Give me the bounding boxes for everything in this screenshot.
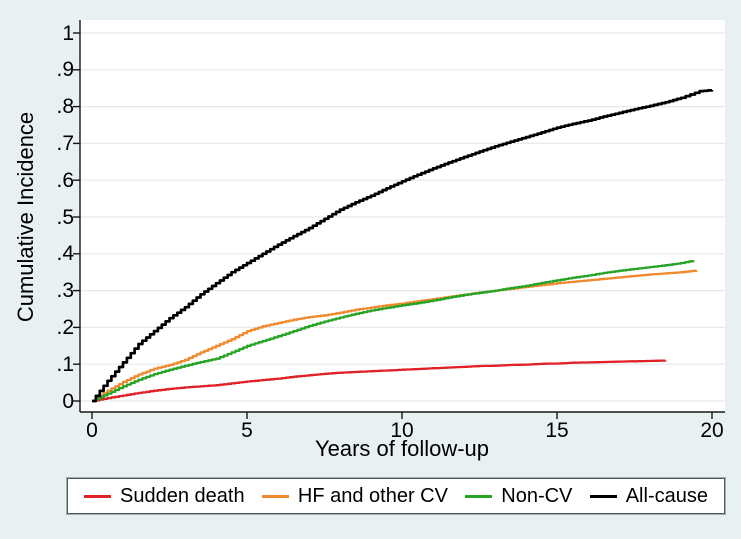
y-tick-label: .8 xyxy=(56,95,74,119)
legend-line-swatch xyxy=(589,494,617,498)
series-line-sudden-death xyxy=(92,359,667,403)
legend-item: Non-CV xyxy=(465,485,572,508)
legend-line-swatch xyxy=(84,494,111,498)
x-tick-label: 15 xyxy=(545,419,569,442)
plot-background xyxy=(80,20,725,412)
legend-item-label: All-cause xyxy=(625,484,708,507)
legend-item: All-cause xyxy=(589,484,708,508)
series-line-non-cv xyxy=(92,260,695,403)
legend-item-label: Sudden death xyxy=(120,484,245,507)
legend: Sudden death HF and other CV Non-CV All-cau… xyxy=(66,477,726,515)
y-tick-label: .1 xyxy=(56,352,74,376)
gridlines xyxy=(80,32,725,402)
legend-line-swatch xyxy=(261,494,289,498)
y-tick-label: 0 xyxy=(62,389,74,413)
y-tick-label: .7 xyxy=(56,131,74,155)
y-tick-label: .5 xyxy=(56,205,74,229)
y-tick-label: .3 xyxy=(56,279,74,303)
series-curves xyxy=(92,89,714,403)
legend-item: HF and other CV xyxy=(261,484,448,508)
legend-item-label: HF and other CV xyxy=(297,484,448,507)
x-tick-label: 0 xyxy=(86,419,98,442)
y-tick-label: .2 xyxy=(56,315,74,339)
y-tick-label: .4 xyxy=(56,242,74,266)
legend-item: Sudden death xyxy=(84,485,245,508)
y-tick-label: .9 xyxy=(56,58,74,82)
x-tick-label: 10 xyxy=(390,419,414,442)
legend-line-swatch xyxy=(465,494,493,498)
y-tick-label: 1 xyxy=(62,21,74,45)
x-tick-label: 20 xyxy=(700,419,724,442)
x-tick-label: 5 xyxy=(241,419,253,442)
x-axis-title: Years of follow-up xyxy=(314,436,490,461)
series-line-hf-and-other-cv xyxy=(92,269,698,403)
y-tick-label: .6 xyxy=(56,168,74,192)
legend-item-label: Non-CV xyxy=(501,484,573,507)
tick-marks xyxy=(73,32,713,419)
series-line-all-cause xyxy=(92,89,714,403)
